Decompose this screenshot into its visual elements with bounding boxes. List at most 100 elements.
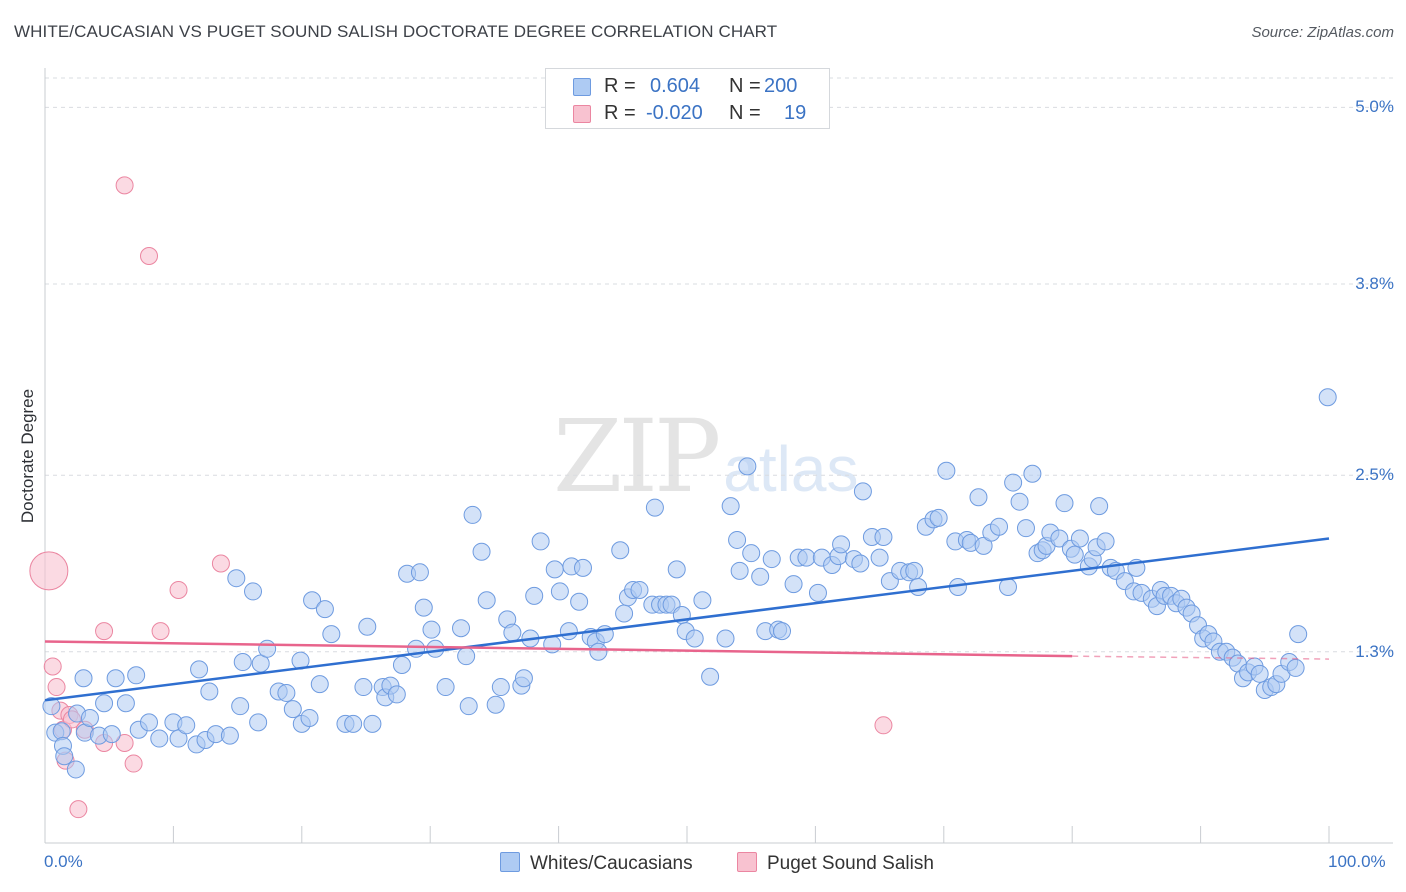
legend-n-label: N = <box>729 102 761 124</box>
point-whites <box>227 569 246 588</box>
point-salish <box>115 176 134 195</box>
point-whites <box>611 541 630 560</box>
point-whites <box>1096 532 1115 551</box>
point-whites <box>106 669 125 688</box>
point-whites <box>1090 497 1109 516</box>
point-whites <box>999 578 1017 597</box>
point-whites <box>300 708 319 727</box>
legend-row-salish: R = -0.020 N = 19 <box>546 102 829 126</box>
point-whites <box>742 544 761 563</box>
point-whites <box>570 592 589 611</box>
point-whites <box>66 760 85 779</box>
point-whites <box>200 682 219 701</box>
point-whites <box>244 582 263 601</box>
point-salish <box>95 622 114 641</box>
point-whites <box>127 666 146 685</box>
y-axis-label: Doctorate Degree <box>18 388 37 524</box>
y-tick-label: 3.8% <box>1355 273 1394 293</box>
point-whites <box>491 678 510 697</box>
y-tick-label: 5.0% <box>1355 97 1394 117</box>
point-whites <box>486 695 505 714</box>
point-whites <box>277 683 296 702</box>
point-whites <box>874 528 893 546</box>
point-whites <box>322 625 341 644</box>
point-whites <box>177 716 196 735</box>
point-whites <box>667 560 686 579</box>
point-whites <box>974 536 993 555</box>
point-whites <box>452 619 471 638</box>
legend-swatch-pink <box>573 105 591 123</box>
point-whites <box>728 530 747 549</box>
point-whites <box>1065 545 1084 564</box>
point-salish <box>124 754 143 773</box>
point-whites <box>457 647 476 666</box>
point-whites <box>426 639 445 658</box>
point-whites <box>1250 664 1269 683</box>
point-whites <box>392 655 411 674</box>
point-whites <box>990 517 1009 536</box>
point-whites <box>929 508 948 527</box>
point-whites <box>525 586 544 605</box>
bottom-legend-label-salish: Puget Sound Salish <box>767 853 934 874</box>
bottom-legend-swatch-pink <box>737 852 757 872</box>
point-salish <box>169 580 188 599</box>
axes <box>44 68 1393 844</box>
point-whites <box>693 591 712 610</box>
y-tick-label: 1.3% <box>1355 641 1394 661</box>
point-whites <box>1016 519 1035 538</box>
point-salish <box>29 551 69 591</box>
point-whites <box>630 580 649 599</box>
point-whites <box>116 694 135 713</box>
point-whites <box>344 714 363 733</box>
trend-line-whites <box>44 537 1330 702</box>
point-whites <box>503 623 522 642</box>
series-puget-sound-salish <box>29 176 893 819</box>
bottom-legend-label-whites: Whites/Caucasians <box>530 853 693 874</box>
point-whites <box>589 642 608 661</box>
point-whites <box>80 708 99 727</box>
bottom-legend-whites[interactable]: Whites/Caucasians <box>500 852 693 875</box>
point-whites <box>283 700 302 719</box>
trend-lines <box>44 537 1330 702</box>
point-whites <box>716 629 735 648</box>
point-whites <box>387 685 406 704</box>
point-whites <box>531 532 550 551</box>
legend-swatch-blue <box>573 78 591 96</box>
legend-r-value: -0.020 <box>646 102 703 124</box>
gridlines <box>45 77 1393 653</box>
point-whites <box>140 713 159 732</box>
point-whites <box>472 542 491 561</box>
point-whites <box>870 548 889 567</box>
point-whites <box>808 583 827 602</box>
point-whites <box>832 535 851 554</box>
legend-r-label: R = <box>604 102 636 124</box>
point-salish <box>69 800 88 819</box>
point-whites <box>463 505 482 524</box>
point-whites <box>1318 388 1337 407</box>
point-whites <box>738 457 757 476</box>
point-whites <box>102 725 121 744</box>
point-whites <box>851 554 870 573</box>
point-whites <box>410 563 429 582</box>
point-whites <box>310 675 329 694</box>
point-whites <box>258 639 277 658</box>
point-salish <box>43 657 62 676</box>
series-whites-caucasians <box>42 388 1337 779</box>
point-salish <box>151 622 170 641</box>
point-whites <box>42 697 61 716</box>
point-whites <box>545 560 564 579</box>
point-whites <box>937 461 956 480</box>
point-whites <box>853 482 872 501</box>
point-salish <box>874 716 893 735</box>
point-whites <box>95 694 114 713</box>
bottom-legend-salish[interactable]: Puget Sound Salish <box>737 852 934 875</box>
legend-n-value: 200 <box>764 75 798 97</box>
point-whites <box>1286 658 1305 677</box>
trend-line-salish <box>44 640 1073 658</box>
point-whites <box>909 578 928 597</box>
point-whites <box>797 548 816 567</box>
point-whites <box>969 488 988 507</box>
point-whites <box>543 635 562 654</box>
watermark-zip: ZIP <box>553 398 721 515</box>
trend-line-salish-extension <box>1072 655 1330 660</box>
